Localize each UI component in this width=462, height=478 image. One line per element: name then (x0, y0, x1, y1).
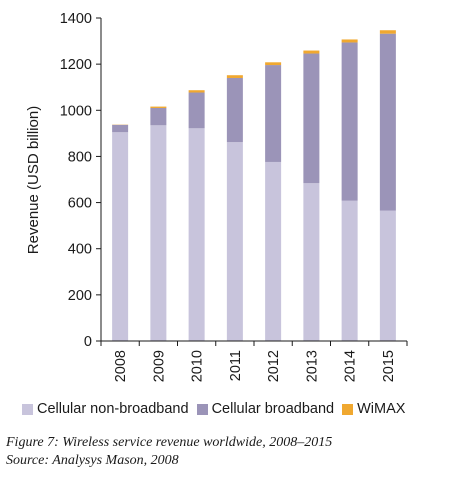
y-tick-label: 400 (68, 242, 92, 258)
legend-swatch-cellular-non-broadband (22, 403, 33, 415)
bar-wimax-2015 (379, 30, 396, 34)
bar-cellular-non-broadband-2009 (150, 125, 167, 342)
bar-wimax-2013 (303, 50, 320, 54)
legend-swatch-cellular-broadband (196, 403, 208, 415)
legend-item-cellular-non-broadband: Cellular non-broadband (22, 401, 189, 417)
y-tick-label: 200 (68, 288, 92, 304)
figure-caption-title: Figure 7: Wireless service revenue world… (6, 435, 333, 450)
legend-item-cellular-broadband: Cellular broadband (196, 401, 335, 417)
legend-label-wimax: WiMAX (357, 401, 406, 417)
bar-cellular-non-broadband-2012 (265, 161, 282, 341)
bar-cellular-non-broadband-2010 (188, 128, 205, 341)
bar-wimax-2011 (226, 75, 243, 78)
bar-cellular-broadband-2014 (341, 42, 358, 201)
bar-cellular-non-broadband-2008 (112, 132, 129, 341)
figure-caption: Figure 7: Wireless service revenue world… (6, 434, 332, 470)
y-tick-label: 1200 (60, 57, 92, 73)
x-tick-label-2015: 2015 (381, 350, 397, 382)
x-tick-label-2014: 2014 (343, 350, 359, 382)
y-tick-label: 600 (68, 196, 92, 212)
legend-swatch-wimax (342, 403, 354, 415)
bar-cellular-broadband-2009 (150, 107, 167, 126)
bars (112, 30, 396, 342)
bar-cellular-broadband-2015 (379, 33, 396, 211)
y-tick-label: 1400 (60, 11, 92, 27)
bar-cellular-non-broadband-2014 (341, 200, 358, 341)
bar-cellular-broadband-2013 (303, 53, 320, 184)
bar-cellular-broadband-2011 (226, 77, 243, 143)
x-tick-label-2009: 2009 (151, 350, 167, 382)
x-tick-label-2010: 2010 (190, 350, 206, 382)
bar-cellular-non-broadband-2013 (303, 183, 320, 341)
legend-label-cellular-broadband: Cellular broadband (211, 401, 335, 417)
bar-cellular-non-broadband-2015 (379, 210, 396, 341)
y-axis-label: Revenue (USD billion) (25, 106, 42, 254)
x-tick-label-2011: 2011 (228, 350, 244, 381)
y-tick-label: 800 (68, 149, 92, 165)
x-tick-label-2012: 2012 (266, 350, 282, 382)
bar-cellular-broadband-2010 (188, 92, 205, 129)
x-tick-label-2008: 2008 (113, 350, 129, 382)
legend-item-wimax: WiMAX (342, 401, 405, 417)
bar-wimax-2009 (150, 106, 167, 108)
bar-cellular-broadband-2008 (112, 124, 129, 133)
bar-cellular-non-broadband-2011 (226, 142, 243, 341)
legend: Cellular non-broadband Cellular broadban… (22, 401, 413, 417)
y-tick-label: 0 (84, 334, 92, 350)
bar-cellular-broadband-2012 (265, 65, 282, 162)
figure-caption-source: Source: Analysys Mason, 2008 (6, 453, 179, 468)
legend-label-cellular-non-broadband: Cellular non-broadband (37, 401, 189, 417)
y-axis: 0 200 400 600 800 1000 1200 1400 (60, 11, 102, 350)
x-tick-label-2013: 2013 (304, 350, 320, 382)
bar-wimax-2010 (188, 90, 205, 93)
y-tick-label: 1000 (60, 103, 92, 119)
bar-wimax-2012 (265, 62, 282, 66)
bar-wimax-2014 (341, 39, 358, 43)
x-axis: 2008 2009 2010 2011 2012 2013 2014 2015 (100, 340, 408, 382)
